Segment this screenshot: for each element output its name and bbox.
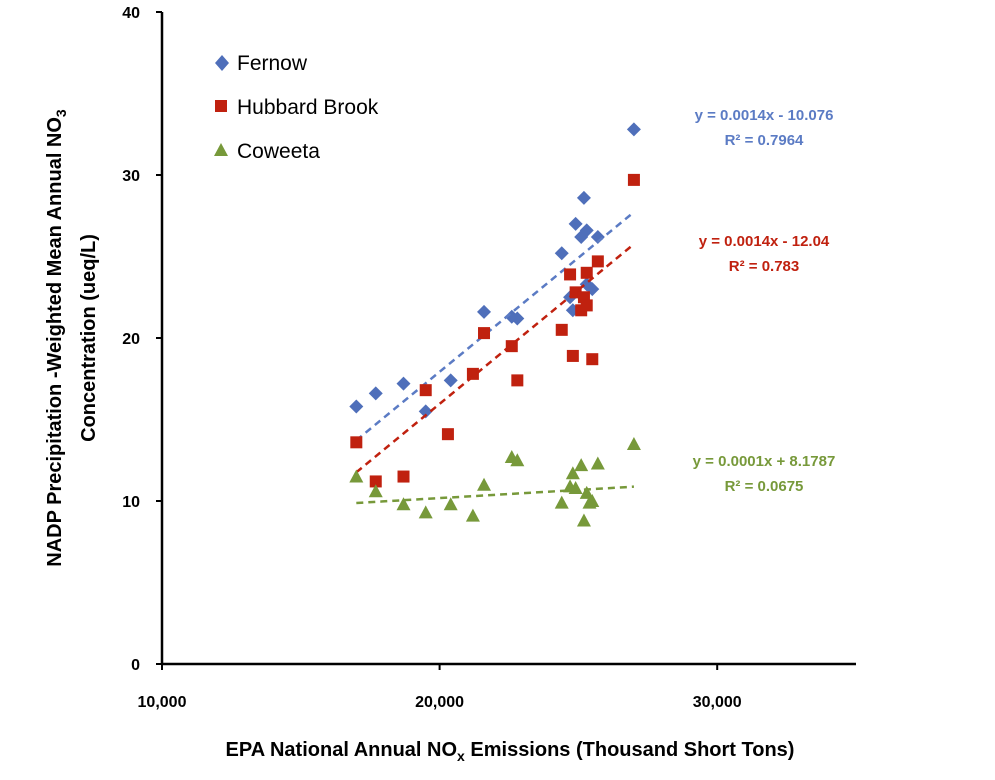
ticks: 0 10 20 30 40 10,000 20,000 30,000: [122, 5, 742, 711]
equation-coweeta: y = 0.0001x + 8.1787: [693, 453, 836, 470]
data-point-fernow: [368, 386, 383, 401]
data-point-hubbard-brook: [580, 299, 593, 312]
data-point-fernow: [626, 122, 641, 137]
data-point-coweeta: [565, 466, 580, 480]
data-point-fernow: [576, 190, 591, 205]
series-hubbard-brook: [350, 173, 640, 488]
data-point-coweeta: [585, 494, 600, 507]
legend-label-coweeta: Coweeta: [237, 140, 320, 163]
legend-marker-hubbard-brook: [215, 100, 227, 112]
data-point-hubbard-brook: [555, 323, 568, 336]
data-point-coweeta: [574, 458, 589, 472]
legend-item-fernow: Fernow: [215, 52, 308, 75]
data-point-coweeta: [368, 484, 383, 498]
data-point-hubbard-brook: [369, 475, 382, 488]
data-point-hubbard-brook: [586, 353, 599, 366]
data-point-fernow: [418, 404, 433, 419]
data-point-hubbard-brook: [511, 374, 524, 387]
r2-hubbard-brook: R² = 0.783: [729, 258, 799, 275]
data-point-coweeta: [554, 495, 569, 509]
data-point-hubbard-brook: [397, 470, 410, 483]
data-point-fernow: [349, 399, 364, 414]
legend-label-hubbard-brook: Hubbard Brook: [237, 96, 379, 119]
data-point-coweeta: [465, 508, 480, 522]
data-point-coweeta: [590, 456, 605, 470]
data-point-fernow: [443, 373, 458, 388]
trendline-coweeta: [356, 485, 634, 505]
trendline-equations: y = 0.0014x - 10.076 R² = 0.7964 y = 0.0…: [693, 107, 836, 495]
data-point-hubbard-brook: [466, 367, 479, 380]
y-tick-label: 30: [122, 168, 140, 185]
y-tick-label: 40: [122, 5, 140, 22]
data-point-hubbard-brook: [591, 255, 604, 268]
data-point-fernow: [396, 376, 411, 391]
data-point-coweeta: [579, 485, 594, 499]
trendline-fernow: [355, 211, 635, 442]
y-tick-label: 0: [131, 657, 140, 674]
data-point-coweeta: [349, 469, 364, 483]
data-point-hubbard-brook: [478, 327, 491, 340]
legend-marker-coweeta: [214, 143, 228, 156]
data-point-fernow: [510, 311, 525, 326]
data-point-fernow: [554, 246, 569, 261]
data-point-coweeta: [626, 436, 641, 450]
data-point-hubbard-brook: [627, 173, 640, 186]
data-point-fernow: [568, 216, 583, 231]
series-fernow: [349, 122, 641, 442]
data-point-hubbard-brook: [350, 436, 363, 449]
legend-marker-fernow: [215, 55, 229, 71]
data-point-hubbard-brook: [419, 384, 432, 397]
data-point-coweeta: [443, 497, 458, 511]
series-coweeta: [349, 436, 641, 527]
y-tick-label: 10: [122, 494, 140, 511]
data-point-hubbard-brook: [564, 268, 577, 281]
plot-area: [349, 122, 641, 527]
data-point-coweeta: [477, 477, 492, 491]
r2-fernow: R² = 0.7964: [725, 132, 804, 149]
data-point-coweeta: [396, 497, 411, 511]
equation-hubbard-brook: y = 0.0014x - 12.04: [699, 233, 830, 250]
data-point-hubbard-brook: [566, 349, 579, 362]
data-point-hubbard-brook: [580, 266, 593, 279]
data-point-coweeta: [510, 453, 525, 467]
legend-item-hubbard-brook: Hubbard Brook: [215, 96, 379, 119]
r2-coweeta: R² = 0.0675: [725, 478, 804, 495]
legend: Fernow Hubbard Brook Coweeta: [214, 52, 379, 163]
legend-label-fernow: Fernow: [237, 52, 308, 75]
data-point-coweeta: [418, 505, 433, 519]
y-axis-title-line1: NADP Precipitation -Weighted Mean Annual…: [44, 109, 69, 567]
x-tick-label: 10,000: [138, 694, 187, 711]
data-point-fernow: [579, 223, 594, 238]
equation-fernow: y = 0.0014x - 10.076: [695, 107, 834, 124]
y-axis-title-line2: Concentration (ueq/L): [78, 234, 100, 442]
data-point-hubbard-brook: [441, 428, 454, 441]
x-tick-label: 20,000: [415, 694, 464, 711]
data-point-coweeta: [576, 513, 591, 527]
y-tick-label: 20: [122, 331, 140, 348]
x-axis-title: EPA National Annual NOx Emissions (Thous…: [226, 739, 795, 764]
data-point-fernow: [477, 304, 492, 319]
y-axis-title: NADP Precipitation -Weighted Mean Annual…: [44, 109, 100, 567]
x-tick-label: 30,000: [693, 694, 742, 711]
legend-item-coweeta: Coweeta: [214, 140, 320, 163]
